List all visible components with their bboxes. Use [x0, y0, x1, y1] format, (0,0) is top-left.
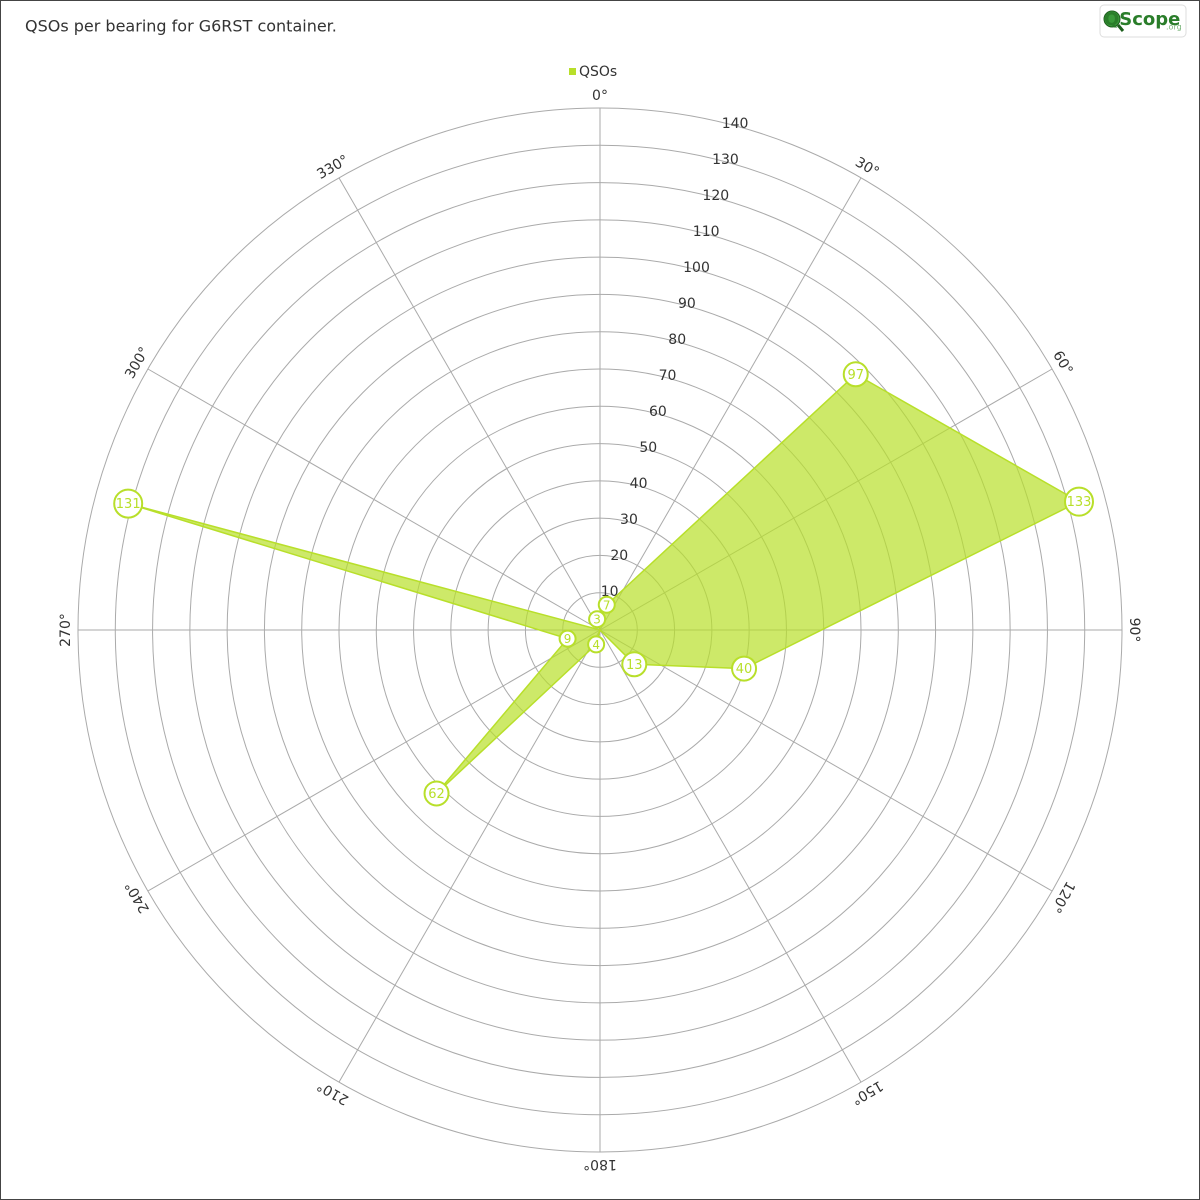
r-tick-label: 90	[678, 296, 696, 312]
r-tick-label: 120	[702, 188, 729, 204]
point-marker	[621, 651, 648, 678]
point-marker	[423, 780, 450, 807]
logo: QScope .org	[1099, 4, 1187, 38]
grid-spoke	[599, 177, 862, 631]
logo-text: QScope	[1104, 9, 1180, 30]
r-tick-label: 50	[639, 440, 657, 456]
chart-title: QSOs per bearing for G6RST container.	[25, 17, 337, 36]
value-label: 62	[428, 787, 445, 802]
legend-label: QSOs	[579, 64, 617, 80]
value-label: 7	[603, 598, 611, 612]
legend-swatch	[569, 68, 576, 75]
value-label: 97	[847, 368, 864, 383]
value-label: 40	[736, 662, 753, 677]
grid-spoke	[338, 629, 601, 1083]
r-tick-label: 130	[712, 152, 739, 168]
point-marker	[731, 655, 758, 682]
value-label: 133	[1067, 495, 1092, 510]
value-label: 4	[592, 638, 600, 652]
point-marker	[588, 610, 607, 629]
grid-spoke	[599, 629, 1053, 892]
r-tick-label: 20	[610, 548, 628, 564]
logo-icon-handle	[1116, 24, 1125, 32]
value-label: 9	[564, 632, 572, 646]
r-tick-label: 100	[683, 260, 710, 276]
angle-label: 90°	[1126, 618, 1142, 643]
value-label: 131	[116, 497, 141, 512]
point-marker	[587, 635, 606, 654]
point-marker	[597, 595, 616, 614]
grid-spoke	[338, 177, 601, 631]
r-tick-label: 30	[620, 512, 638, 528]
r-tick-label: 110	[693, 224, 720, 240]
r-tick-label: 80	[668, 332, 686, 348]
point-marker	[842, 361, 869, 388]
logo-icon	[1103, 10, 1121, 28]
angle-label: 180°	[583, 1156, 617, 1172]
value-label: 13	[626, 658, 643, 673]
logo-suffix: .org	[1166, 23, 1182, 32]
angle-label: 0°	[592, 88, 608, 104]
point-marker	[113, 488, 144, 519]
value-label: 3	[593, 613, 601, 627]
angle-label: 270°	[58, 613, 74, 647]
grid-spoke	[147, 629, 601, 892]
point-marker	[1064, 486, 1095, 517]
r-tick-label: 70	[659, 368, 677, 384]
point-marker	[558, 629, 577, 648]
grid-spoke	[599, 629, 862, 1083]
grid-spoke	[147, 368, 601, 631]
r-tick-label: 140	[722, 116, 749, 132]
r-tick-label: 60	[649, 404, 667, 420]
r-tick-label: 40	[630, 476, 648, 492]
